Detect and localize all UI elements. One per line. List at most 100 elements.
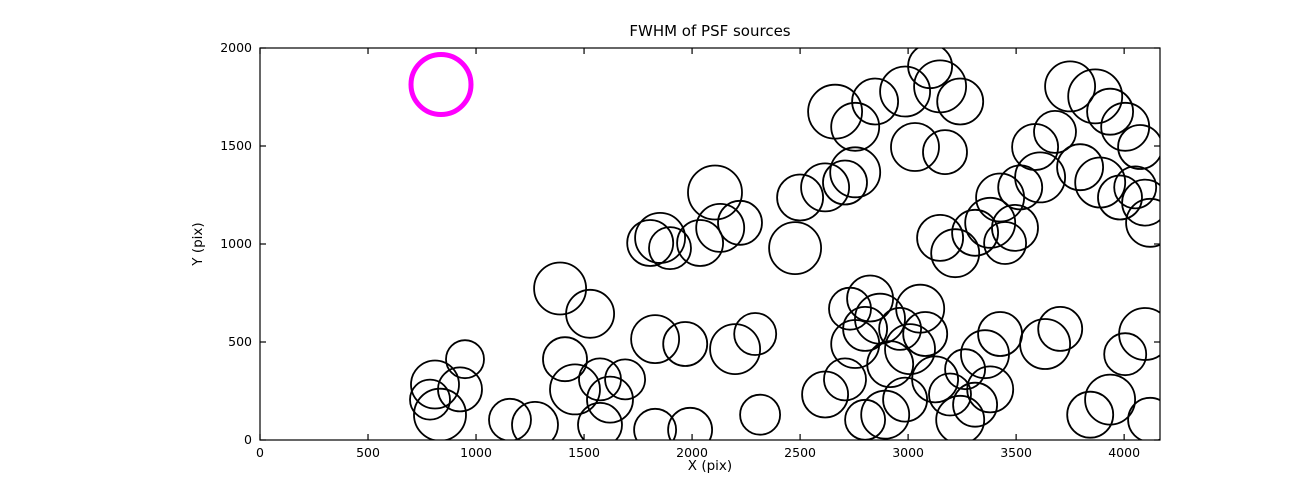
psf-source-circle [823,357,867,402]
psf-source-circle [1019,318,1071,370]
psf-source-circle [586,375,634,424]
psf-source-circle [902,311,949,357]
y-tick-label: 0 [244,432,252,447]
psf-source-circle [1117,124,1160,170]
psf-source-circle [1044,60,1096,113]
psf-source-circle [776,173,824,222]
x-tick-label: 1000 [460,445,492,460]
psf-source-circle [890,122,940,172]
x-tick-label: 0 [256,445,264,460]
psf-source-circle [936,77,985,126]
psf-source-circle [930,228,981,279]
psf-source-circle [844,398,886,440]
axes-frame [259,47,1161,441]
psf-source-circle [801,370,849,419]
psf-source-circle [991,203,1039,252]
psf-source-circle [445,339,485,380]
psf-source-circle [488,397,532,440]
x-tick-label: 3000 [892,445,924,460]
psf-source-circle [944,348,986,391]
psf-source-circle [884,323,936,376]
psf-sources-group [408,48,1160,440]
psf-source-circle [667,406,713,440]
psf-source-circle [695,202,746,253]
psf-source-circle [1014,151,1066,204]
psf-source-circle [928,372,972,417]
chart-title: FWHM of PSF sources [629,22,791,40]
psf-source-circle [542,336,588,383]
psf-source-circle [565,288,615,339]
psf-source-circle [676,219,724,267]
psf-source-circle [633,407,677,440]
psf-source-circle [830,101,881,152]
psf-source-circle [410,359,460,410]
psf-source-circle [511,401,559,440]
psf-source-circle [983,221,1027,265]
psf-source-circle [800,162,850,213]
psf-source-circle [882,376,928,423]
psf-source-circle [846,274,894,323]
psf-source-circle [964,196,1017,249]
psf-source-circle [733,312,778,356]
psf-source-circle [1037,305,1084,352]
psf-source-circle [1056,143,1104,192]
psf-source-circle [709,323,761,376]
psf-source-circle [1033,109,1077,154]
psf-source-circle [907,48,953,90]
psf-source-circle [851,77,899,126]
x-tick-label: 4000 [1108,445,1140,460]
psf-source-circle [1011,123,1059,171]
psf-source-circle [626,219,675,267]
psf-source-circle [952,381,998,428]
psf-source-circle [717,199,763,246]
psf-source-circle [951,208,999,257]
psf-source-circle [1067,68,1124,125]
psf-source-circle [977,311,1023,357]
psf-source-circle [662,321,709,367]
psf-source-circle [878,306,922,351]
psf-source-circle [911,355,959,404]
psf-source-circle [1100,101,1151,152]
y-tick-label: 500 [228,334,252,349]
psf-source-circle [922,129,968,176]
x-tick-label: 2000 [676,445,708,460]
psf-source-circle [879,65,931,118]
y-axis-label: Y (pix) [190,222,206,266]
psf-source-circle [409,378,451,421]
x-tick-label: 500 [356,445,380,460]
psf-source-circle [1086,87,1134,136]
y-tick-label: 2000 [220,40,252,55]
psf-source-circle [1113,165,1158,210]
psf-source-circle [630,314,680,365]
psf-source-circle [1066,390,1115,439]
x-tick-label: 1500 [568,445,600,460]
y-tick-label: 1000 [220,236,252,251]
psf-source-circle [413,387,467,440]
psf-source-circle [895,283,946,334]
psf-source-circle [577,402,623,440]
psf-source-circle [739,393,781,436]
x-tick-label: 3500 [1000,445,1032,460]
psf-source-circle [437,366,483,413]
psf-source-circle [1125,197,1160,248]
psf-source-circle [1127,396,1160,440]
psf-source-circle [866,340,915,389]
psf-source-circle [1097,174,1143,221]
psf-source-circle [822,159,868,206]
psf-source-circle [1121,178,1160,227]
psf-source-circle [533,261,587,316]
psf-source-circle [549,363,601,416]
psf-source-circle [829,146,882,199]
psf-source-circle [1084,373,1136,426]
psf-source-circle [634,211,686,264]
x-tick-label: 2500 [784,445,816,460]
psf-source-circle [768,221,822,276]
y-tick-label: 1500 [220,138,252,153]
psf-source-circle [1103,332,1148,377]
psf-source-circle [916,213,964,262]
psf-source-circle [935,394,986,440]
x-axis-label: X (pix) [687,458,733,474]
psf-source-circle [604,358,646,401]
psf-source-circle [648,226,692,271]
